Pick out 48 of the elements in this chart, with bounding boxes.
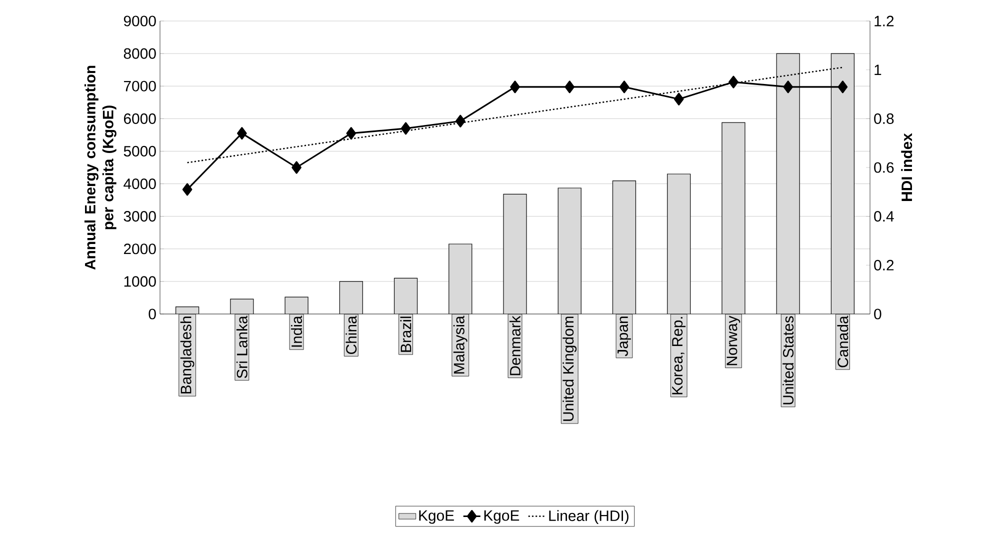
x-tick-label: Japan bbox=[618, 316, 631, 356]
point bbox=[237, 127, 247, 140]
point bbox=[400, 122, 411, 135]
x-tick-label: Malaysia bbox=[453, 316, 468, 374]
point bbox=[182, 183, 192, 196]
y-tick-label: 5000 bbox=[124, 146, 156, 157]
x-tick-label: Canada bbox=[837, 316, 848, 368]
point bbox=[619, 80, 630, 94]
y-tick-label: 1000 bbox=[124, 276, 156, 287]
x-tick-label: United Kingdom bbox=[562, 316, 577, 421]
legend-label: KgoE bbox=[484, 510, 520, 524]
point bbox=[292, 161, 302, 174]
x-tick-label: India bbox=[291, 316, 302, 347]
legend-label: KgoE bbox=[419, 510, 454, 524]
y2-tick-label: 0.6 bbox=[874, 162, 894, 173]
y-tick-label: 3000 bbox=[124, 211, 156, 222]
y-axis-title: Annual Energy consumption per capita (KgoE) bbox=[84, 66, 116, 270]
y-tick-label: 7000 bbox=[124, 80, 156, 92]
point bbox=[838, 80, 848, 94]
x-tick-label: Korea, Rep. bbox=[672, 317, 686, 394]
point bbox=[346, 127, 356, 140]
y2-tick-label: 1 bbox=[874, 64, 882, 75]
point bbox=[455, 114, 466, 128]
x-tick-label: Sri Lanka bbox=[236, 316, 248, 378]
point bbox=[783, 80, 793, 94]
y2-axis-title: HDI index bbox=[901, 133, 912, 201]
legend-label: Linear (HDI) bbox=[549, 510, 628, 524]
y-tick-label: 0 bbox=[148, 308, 156, 320]
x-tick-label: Brazil bbox=[400, 316, 412, 352]
y-tick-label: 9000 bbox=[124, 16, 156, 26]
x-tick-label: China bbox=[346, 316, 357, 354]
point bbox=[564, 80, 575, 94]
x-tick-label: Bangladesh bbox=[180, 316, 194, 394]
x-tick-label: Denmark bbox=[510, 316, 520, 376]
x-tick-label: United States bbox=[782, 316, 794, 404]
y2-tick-label: 0.8 bbox=[874, 113, 894, 124]
y-tick-label: 4000 bbox=[124, 178, 156, 190]
y-tick-label: 2000 bbox=[124, 244, 156, 254]
point bbox=[674, 92, 684, 106]
y-tick-label: 6000 bbox=[124, 113, 156, 124]
point bbox=[728, 76, 738, 88]
y-tick-label: 8000 bbox=[124, 48, 156, 59]
y2-tick-label: 0 bbox=[874, 308, 882, 320]
x-tick-label: Norway bbox=[726, 316, 740, 366]
y2-tick-label: 0.2 bbox=[874, 260, 894, 270]
y2-tick-label: 0.4 bbox=[874, 211, 894, 222]
point bbox=[510, 80, 520, 94]
y2-tick-label: 1.2 bbox=[874, 16, 894, 26]
